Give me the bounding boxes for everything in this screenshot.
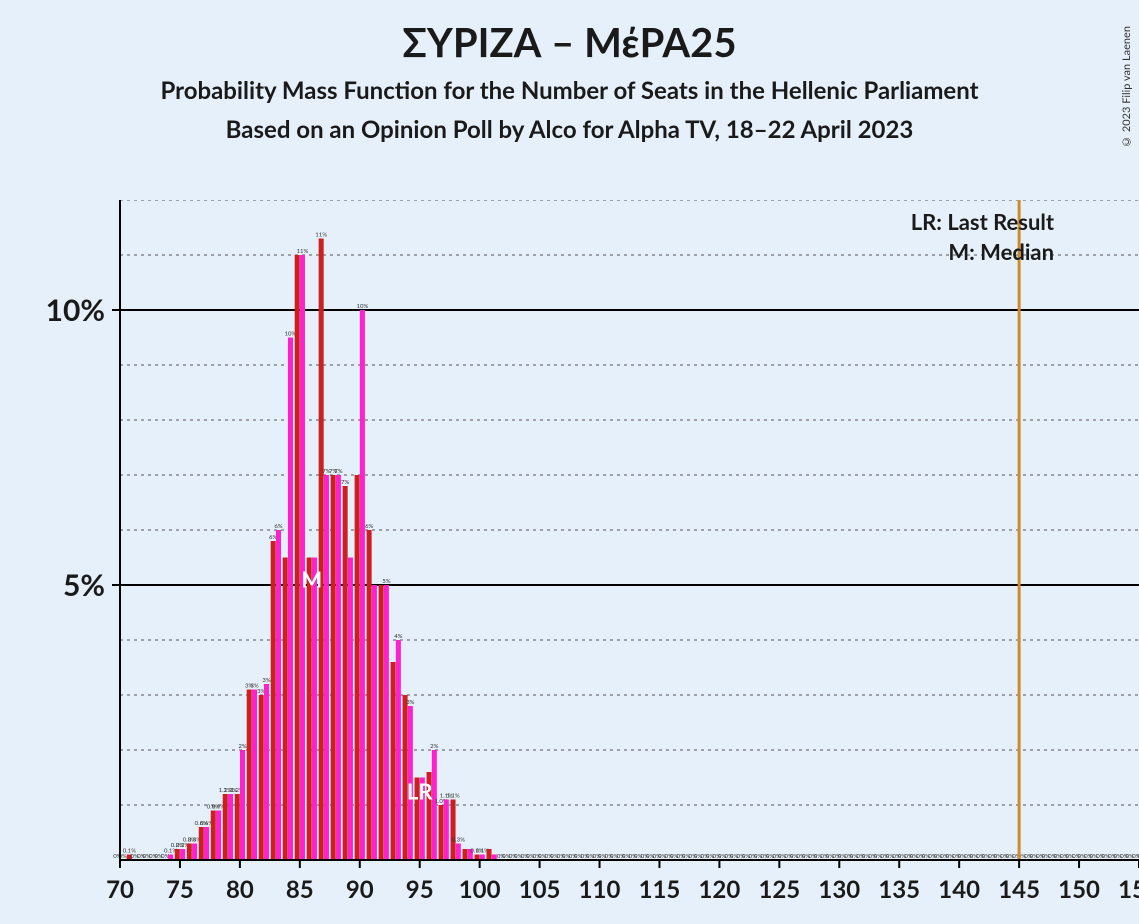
lr-marker: LR (407, 778, 433, 805)
pmf-chart: 0%0%0.1%0%0%0%0%0%0%0.1%0.2%0.2%0.3%0.3%… (0, 200, 1139, 920)
x-axis-label: 120 (699, 875, 741, 904)
bar-series-b (252, 690, 257, 861)
bar-series-a (175, 849, 180, 860)
svg-text:6%: 6% (274, 523, 282, 530)
bar-series-b (324, 475, 329, 860)
bar-series-b (444, 800, 449, 861)
x-axis-label: 90 (346, 875, 374, 904)
svg-text:0.3%: 0.3% (452, 837, 465, 844)
bar-series-a (439, 805, 444, 860)
bar-series-a (199, 827, 204, 860)
bar-series-b (336, 475, 341, 860)
bar-series-a (331, 475, 336, 860)
x-axis-label: 125 (758, 875, 800, 904)
bar-series-a (211, 811, 216, 861)
x-axis-label: 115 (639, 875, 681, 904)
bar-series-a (235, 794, 240, 860)
bar-series-b (288, 338, 293, 861)
legend-m: M: Median (948, 238, 1054, 265)
x-axis-label: 130 (818, 875, 860, 904)
bar-series-b (396, 640, 401, 860)
bar-series-b (432, 750, 437, 860)
bar-series-a (247, 690, 252, 861)
svg-text:11%: 11% (297, 248, 309, 255)
bar-series-b (360, 310, 365, 860)
bar-series-a (367, 530, 372, 860)
median-marker: M (301, 566, 322, 593)
svg-text:5%: 5% (382, 578, 390, 585)
bar-series-a (307, 558, 312, 861)
bar-series-b (348, 558, 353, 861)
bar-series-b (276, 530, 281, 860)
bar-series-b (204, 827, 209, 860)
svg-text:11%: 11% (315, 232, 327, 239)
bar-series-a (391, 662, 396, 860)
x-axis-label: 145 (998, 875, 1040, 904)
bar-series-b (300, 255, 305, 860)
svg-text:3%: 3% (262, 677, 270, 684)
bar-series-b (216, 811, 221, 861)
svg-text:3%: 3% (406, 699, 414, 706)
x-axis-label: 80 (226, 875, 254, 904)
x-axis-label: 75 (166, 875, 194, 904)
svg-text:4%: 4% (394, 633, 402, 640)
bar-series-b (456, 844, 461, 861)
x-axis-label: 95 (406, 875, 434, 904)
chart-title: ΣΥΡΙΖΑ – ΜέΡΑ25 (0, 18, 1139, 66)
y-axis-label: 10% (46, 292, 105, 328)
chart-subtitle-1: Probability Mass Function for the Number… (0, 76, 1139, 105)
svg-text:6%: 6% (365, 523, 373, 530)
bar-series-a (451, 800, 456, 861)
chart-subtitle-2: Based on an Opinion Poll by Alco for Alp… (0, 115, 1139, 144)
bar-series-a (295, 255, 300, 860)
x-axis-label: 100 (459, 875, 501, 904)
y-axis-label: 5% (63, 567, 105, 603)
bar-series-a (343, 486, 348, 860)
x-axis-label: 105 (519, 875, 561, 904)
bar-series-b (228, 794, 233, 860)
bar-series-a (223, 794, 228, 860)
bar-series-b (312, 558, 317, 861)
svg-text:10%: 10% (357, 303, 369, 310)
x-axis-label: 85 (286, 875, 314, 904)
svg-text:2%: 2% (238, 743, 246, 750)
bar-series-a (319, 239, 324, 861)
x-axis-label: 135 (878, 875, 920, 904)
bar-series-b (264, 684, 269, 860)
x-axis-label: 110 (579, 875, 621, 904)
bar-series-a (355, 475, 360, 860)
bar-series-a (283, 558, 288, 861)
svg-text:7%: 7% (341, 479, 349, 486)
x-axis-label: 150 (1058, 875, 1100, 904)
bar-series-b (372, 585, 377, 860)
legend-lr: LR: Last Result (911, 208, 1055, 235)
svg-text:1.1%: 1.1% (446, 793, 459, 800)
x-axis-label: 140 (938, 875, 980, 904)
copyright-text: © 2023 Filip van Laenen (1120, 26, 1133, 148)
bar-series-b (180, 849, 185, 860)
bar-series-b (240, 750, 245, 860)
bar-series-b (384, 585, 389, 860)
bar-series-b (192, 844, 197, 861)
bar-series-a (187, 844, 192, 861)
x-axis-label: 70 (106, 875, 134, 904)
svg-text:2%: 2% (430, 743, 438, 750)
svg-text:7%: 7% (334, 468, 342, 475)
bar-series-a (463, 849, 468, 860)
x-axis-label: 155 (1118, 875, 1139, 904)
bar-series-a (259, 695, 264, 860)
bar-series-a (379, 585, 384, 860)
chart-area: 0%0%0.1%0%0%0%0%0%0%0.1%0.2%0.2%0.3%0.3%… (0, 200, 1139, 920)
bar-series-a (271, 541, 276, 860)
bar-series-a (486, 849, 491, 860)
